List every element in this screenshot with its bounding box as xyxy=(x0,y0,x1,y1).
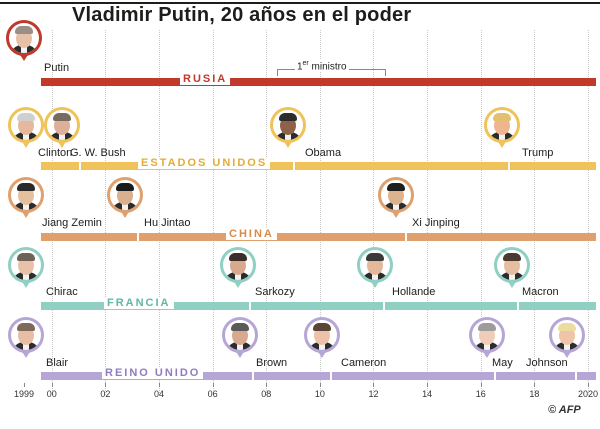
axis-tick-label: 2020 xyxy=(577,389,598,399)
gridline xyxy=(212,30,214,395)
axis-tick xyxy=(105,383,107,387)
axis-tick xyxy=(158,383,160,387)
term-divider xyxy=(136,233,139,241)
leader-name: Blair xyxy=(46,357,69,369)
term-divider xyxy=(404,233,407,241)
prime-minister-label: 1er ministro xyxy=(294,60,349,73)
leader-name: Xi Jinping xyxy=(412,217,460,229)
country-label: ESTADOS UNIDOS xyxy=(138,157,271,169)
leader-name: Hu Jintao xyxy=(144,217,191,229)
leader-name: Trump xyxy=(522,147,554,159)
gridline xyxy=(319,30,321,395)
timeline-band-reino-unido xyxy=(41,372,596,380)
axis-tick-label: 12 xyxy=(368,389,379,399)
axis-tick xyxy=(480,383,482,387)
axis-tick xyxy=(373,383,375,387)
gridline xyxy=(373,30,375,395)
country-label: FRANCIA xyxy=(104,297,174,309)
axis-tick xyxy=(266,383,268,387)
leader-name: Clinton xyxy=(38,147,73,159)
leader-name: Cameron xyxy=(341,357,387,369)
gridline xyxy=(480,30,482,395)
axis-tick-label: 00 xyxy=(46,389,57,399)
gridline xyxy=(158,30,160,395)
axis-tick xyxy=(212,383,214,387)
afp-credit: © AFP xyxy=(548,404,581,416)
axis-tick-label: 04 xyxy=(153,389,164,399)
gridline xyxy=(587,30,589,395)
leader-name: Obama xyxy=(305,147,342,159)
axis-tick xyxy=(534,383,536,387)
leader-name: Macron xyxy=(522,286,559,298)
timeline-band-estados-unidos xyxy=(41,162,596,170)
term-divider xyxy=(574,372,577,380)
page-title: Vladimir Putin, 20 años en el poder xyxy=(72,4,412,26)
gridline xyxy=(105,30,107,395)
timeline-band-francia xyxy=(41,302,596,310)
term-divider xyxy=(494,372,497,380)
axis-tick-label: 18 xyxy=(529,389,540,399)
timeline-band-china xyxy=(41,233,596,241)
axis-tick-label: 16 xyxy=(475,389,486,399)
leader-name: Brown xyxy=(256,357,288,369)
header-rule xyxy=(0,2,600,4)
axis-tick-label: 10 xyxy=(314,389,325,399)
term-divider xyxy=(329,372,332,380)
axis-tick-label: 08 xyxy=(261,389,272,399)
term-divider xyxy=(249,302,252,310)
gridline xyxy=(427,30,429,395)
leader-name: Hollande xyxy=(392,286,436,298)
country-label: CHINA xyxy=(226,228,277,240)
term-divider xyxy=(251,372,254,380)
timeline-band-rusia xyxy=(41,78,596,86)
axis-tick-label: 06 xyxy=(207,389,218,399)
axis-tick xyxy=(24,383,25,387)
term-divider xyxy=(383,302,386,310)
leader-name: Chirac xyxy=(46,286,78,298)
gridline xyxy=(266,30,268,395)
axis-tick-label: 02 xyxy=(100,389,111,399)
country-label: REINO UNIDO xyxy=(102,367,204,379)
axis-tick xyxy=(427,383,429,387)
term-divider xyxy=(78,162,81,170)
axis-tick xyxy=(319,383,321,387)
leader-name: May xyxy=(492,357,513,369)
axis-tick-label: 1999 xyxy=(14,389,35,399)
leader-name: Sarkozy xyxy=(255,286,295,298)
leader-name: Jiang Zemin xyxy=(42,217,102,229)
axis-tick-label: 14 xyxy=(422,389,433,399)
gridline xyxy=(534,30,536,395)
gridline xyxy=(51,30,53,395)
term-divider xyxy=(507,162,510,170)
term-divider xyxy=(517,302,520,310)
axis-tick xyxy=(51,383,53,387)
leader-name: Johnson xyxy=(526,357,568,369)
leader-name: Putin xyxy=(44,62,70,74)
leader-name: G. W. Bush xyxy=(70,147,126,159)
country-label: RUSIA xyxy=(180,73,231,85)
term-divider xyxy=(293,162,296,170)
axis-tick xyxy=(587,383,589,387)
